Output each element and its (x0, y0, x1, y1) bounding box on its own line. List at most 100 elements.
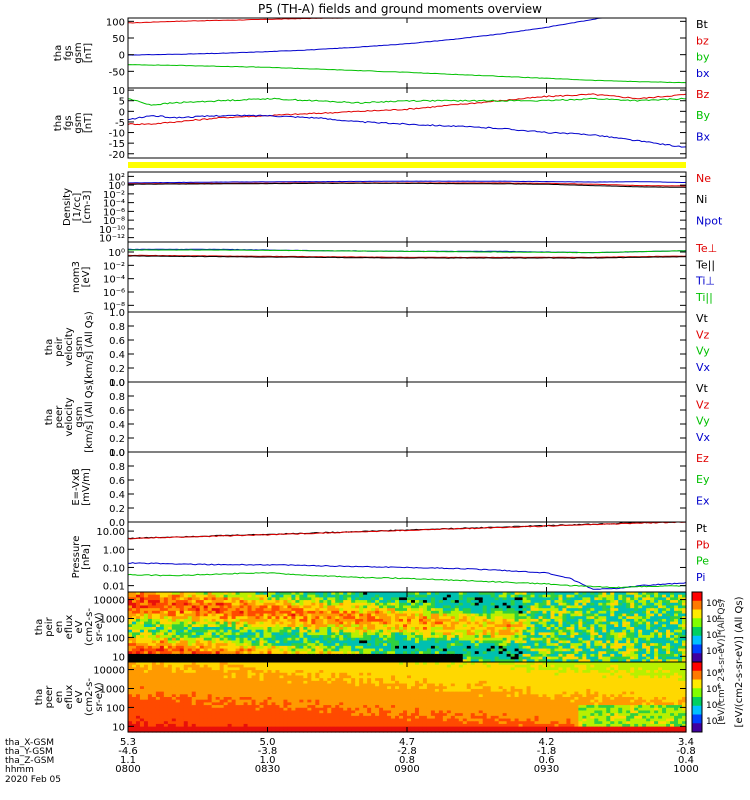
heatmap-cell (203, 627, 209, 631)
heatmap-cell (530, 605, 536, 609)
heatmap-cell (139, 659, 145, 663)
heatmap-cell (542, 602, 548, 607)
heatmap-cell (482, 613, 488, 617)
heatmap-cell (271, 694, 277, 698)
heatmap-cell (614, 632, 619, 636)
heatmap-cell (355, 651, 360, 655)
heatmap-cell (506, 651, 512, 655)
heatmap-cell (359, 632, 364, 636)
heatmap-cell (275, 643, 281, 647)
heatmap-cell (183, 656, 189, 660)
heatmap-cell (450, 597, 456, 601)
heatmap-cell (247, 648, 253, 652)
heatmap-cell (147, 627, 153, 631)
heatmap-cell (526, 643, 532, 647)
heatmap-cell (211, 651, 217, 655)
heatmap-cell (263, 616, 269, 620)
heatmap-cell (642, 645, 647, 650)
heatmap-cell (199, 651, 205, 655)
heatmap-cell (319, 616, 324, 620)
heatmap-cell (518, 643, 524, 647)
heatmap-cell (147, 715, 153, 720)
heatmap-cell (494, 610, 500, 615)
heatmap-cell (614, 629, 619, 633)
heatmap-cell (239, 697, 245, 701)
heatmap-cell (267, 686, 273, 690)
heatmap-cell (430, 629, 436, 633)
heatmap-cell (207, 594, 213, 598)
heatmap-cell (183, 627, 189, 631)
heatmap-cell (191, 608, 197, 612)
heatmap-cell (518, 621, 524, 625)
heatmap-cell (223, 635, 229, 639)
heatmap-cell (594, 645, 599, 650)
heatmap-cell (163, 659, 169, 663)
heatmap-cell (550, 608, 556, 612)
heatmap-cell (128, 710, 133, 714)
heatmap-cell (590, 640, 595, 644)
heatmap-cell (271, 645, 277, 650)
heatmap-cell (267, 602, 273, 607)
heatmap-cell (315, 643, 320, 647)
heatmap-cell (199, 616, 205, 620)
heatmap-cell (139, 691, 145, 695)
heatmap-cell (506, 600, 512, 604)
heatmap-cell (231, 686, 237, 690)
heatmap-cell (586, 618, 591, 623)
heatmap-cell (175, 659, 181, 663)
heatmap-cell (626, 616, 631, 620)
heatmap-cell (323, 627, 328, 631)
heatmap-cell (175, 699, 181, 703)
heatmap-cell (167, 632, 173, 636)
heatmap-cell (271, 621, 277, 625)
heatmap-cell (630, 616, 635, 620)
heatmap-cell (363, 645, 368, 650)
heatmap-cell (391, 659, 396, 663)
heatmap-cell (426, 602, 432, 607)
heatmap-cell (682, 627, 687, 631)
heatmap-cell (159, 726, 165, 730)
heatmap-cell (642, 659, 647, 663)
heatmap-cell (147, 613, 153, 617)
heatmap-cell (303, 613, 308, 617)
heatmap-cell (239, 678, 245, 682)
heatmap-cell (331, 592, 336, 596)
heatmap-cell (207, 726, 213, 730)
heatmap-cell (514, 597, 520, 601)
heatmap-cell (175, 718, 181, 722)
heatmap-cell (199, 697, 205, 701)
heatmap-cell (418, 627, 424, 631)
y-label-line: [nPa] (81, 544, 92, 570)
heatmap-cell (283, 621, 289, 625)
heatmap-cell (131, 680, 137, 685)
heatmap-cell (450, 645, 456, 650)
heatmap-cell (175, 723, 181, 728)
heatmap-cell (610, 618, 615, 623)
heatmap-cell (602, 637, 607, 642)
heatmap-cell (542, 651, 548, 655)
heatmap-cell (207, 605, 213, 609)
heatmap-cell (538, 602, 544, 607)
heatmap-cell (147, 621, 153, 625)
heatmap-cell (391, 618, 396, 623)
heatmap-cell (578, 602, 583, 607)
heatmap-cell (351, 629, 356, 633)
heatmap-cell (466, 643, 472, 647)
heatmap-cell (363, 608, 368, 612)
heatmap-cell (175, 656, 181, 660)
heatmap-cell (159, 686, 165, 690)
heatmap-cell (131, 718, 137, 722)
heatmap-cell (403, 632, 408, 636)
heatmap-cell (155, 688, 161, 693)
heatmap-cell (163, 627, 169, 631)
heatmap-cell (462, 594, 468, 598)
heatmap-cell (538, 613, 544, 617)
heatmap-cell (554, 648, 560, 652)
heatmap-cell (203, 705, 209, 709)
heatmap-cell (263, 645, 269, 650)
heatmap-cell (159, 592, 165, 596)
heatmap-cell (466, 653, 472, 658)
heatmap-cell (131, 664, 137, 668)
heatmap-cell (662, 653, 667, 658)
